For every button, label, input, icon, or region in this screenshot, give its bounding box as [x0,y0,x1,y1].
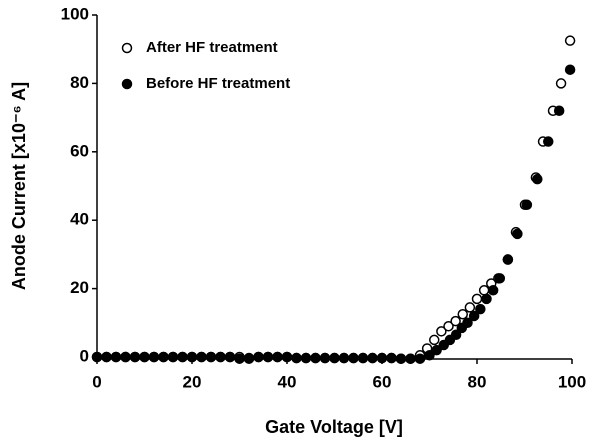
point [468,310,480,322]
point [300,352,312,364]
point [291,352,302,364]
y-tick-label: 40 [70,210,89,229]
point [478,285,490,296]
y-axis-label: Anode Current [x10⁻⁶ A] [9,82,29,290]
legend-text: Before HF treatment [146,75,290,92]
point [464,302,476,313]
point [243,353,255,364]
point [262,351,274,363]
legend-text: After HF treatment [146,39,278,56]
point [450,315,461,327]
point [148,351,160,363]
point [272,351,283,363]
point [457,309,468,320]
point [129,351,141,363]
point [405,353,416,364]
point [450,329,462,341]
point [348,352,359,364]
point [234,353,245,364]
point [487,285,499,296]
legend-marker [121,78,133,90]
point [436,326,447,337]
y-tick-label: 0 [80,346,89,365]
x-tick-label: 80 [468,372,487,391]
point [502,254,514,265]
point [376,352,388,364]
point [215,351,226,363]
point [429,334,440,346]
point [553,105,565,117]
y-tick-label: 100 [61,4,89,23]
y-tick-label: 80 [70,73,89,92]
point [196,351,207,363]
point [224,351,236,363]
point [158,351,169,363]
point [512,228,523,240]
x-tick-label: 100 [558,372,586,391]
point [139,351,150,363]
point [521,199,533,211]
x-axis-label: Gate Voltage [V] [265,417,403,437]
point [564,35,576,46]
point [253,351,264,363]
point [319,352,331,364]
point [475,303,486,315]
point [329,352,340,364]
point [481,293,492,305]
x-tick-label: 0 [92,372,101,391]
legend-marker [121,42,133,54]
point [543,136,554,147]
point [120,351,131,363]
point [414,353,426,364]
point [564,64,576,75]
point [386,352,397,364]
point [338,352,350,364]
point [281,351,293,363]
point [205,351,217,363]
point [471,293,483,305]
point [424,350,435,361]
point [186,351,198,363]
point [532,173,543,185]
point [367,352,378,364]
point [310,352,321,364]
point [443,320,454,332]
point [357,352,369,364]
point [177,351,188,363]
point [431,344,442,356]
x-tick-label: 20 [183,372,202,391]
x-tick-label: 60 [373,372,392,391]
point [494,273,506,284]
point [395,353,407,364]
point [110,351,122,363]
point [101,351,112,363]
x-tick-label: 40 [278,372,297,391]
point [555,78,567,89]
point [462,317,473,329]
y-tick-label: 60 [70,141,89,160]
point [91,351,103,363]
point [167,351,179,363]
y-tick-label: 20 [70,278,89,297]
